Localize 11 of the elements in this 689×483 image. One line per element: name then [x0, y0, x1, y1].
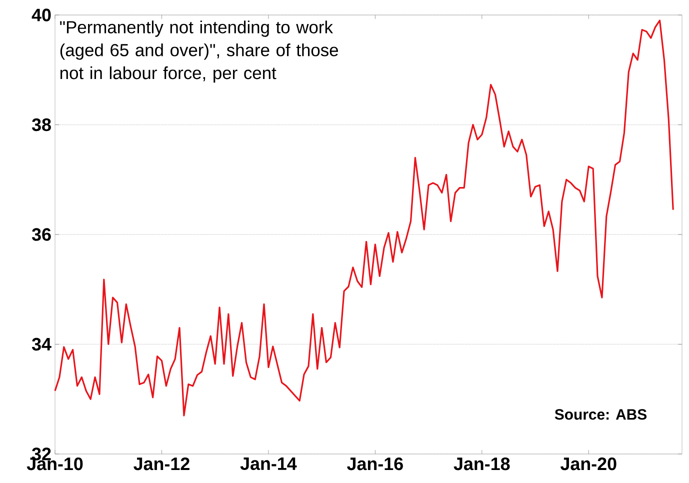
x-tick-label: Jan-14 [240, 458, 297, 470]
x-tick-label: Jan-20 [560, 457, 616, 470]
text: "Permanently not intending to work (aged 65 and over)", share of those not in labour force, per cent [60, 20, 338, 83]
y-tick-label: 40 [32, 8, 51, 22]
y-tick-label: 36 [32, 228, 51, 241]
x-tick-label: Jan-16 [347, 457, 403, 470]
y-tick-label: 38 [32, 118, 51, 132]
y-tick-label: 34 [32, 338, 52, 351]
x-tick-label: Jan-18 [454, 457, 510, 470]
annotation: Source: ABS [554, 409, 647, 420]
x-tick-label: Jan-12 [134, 457, 190, 470]
